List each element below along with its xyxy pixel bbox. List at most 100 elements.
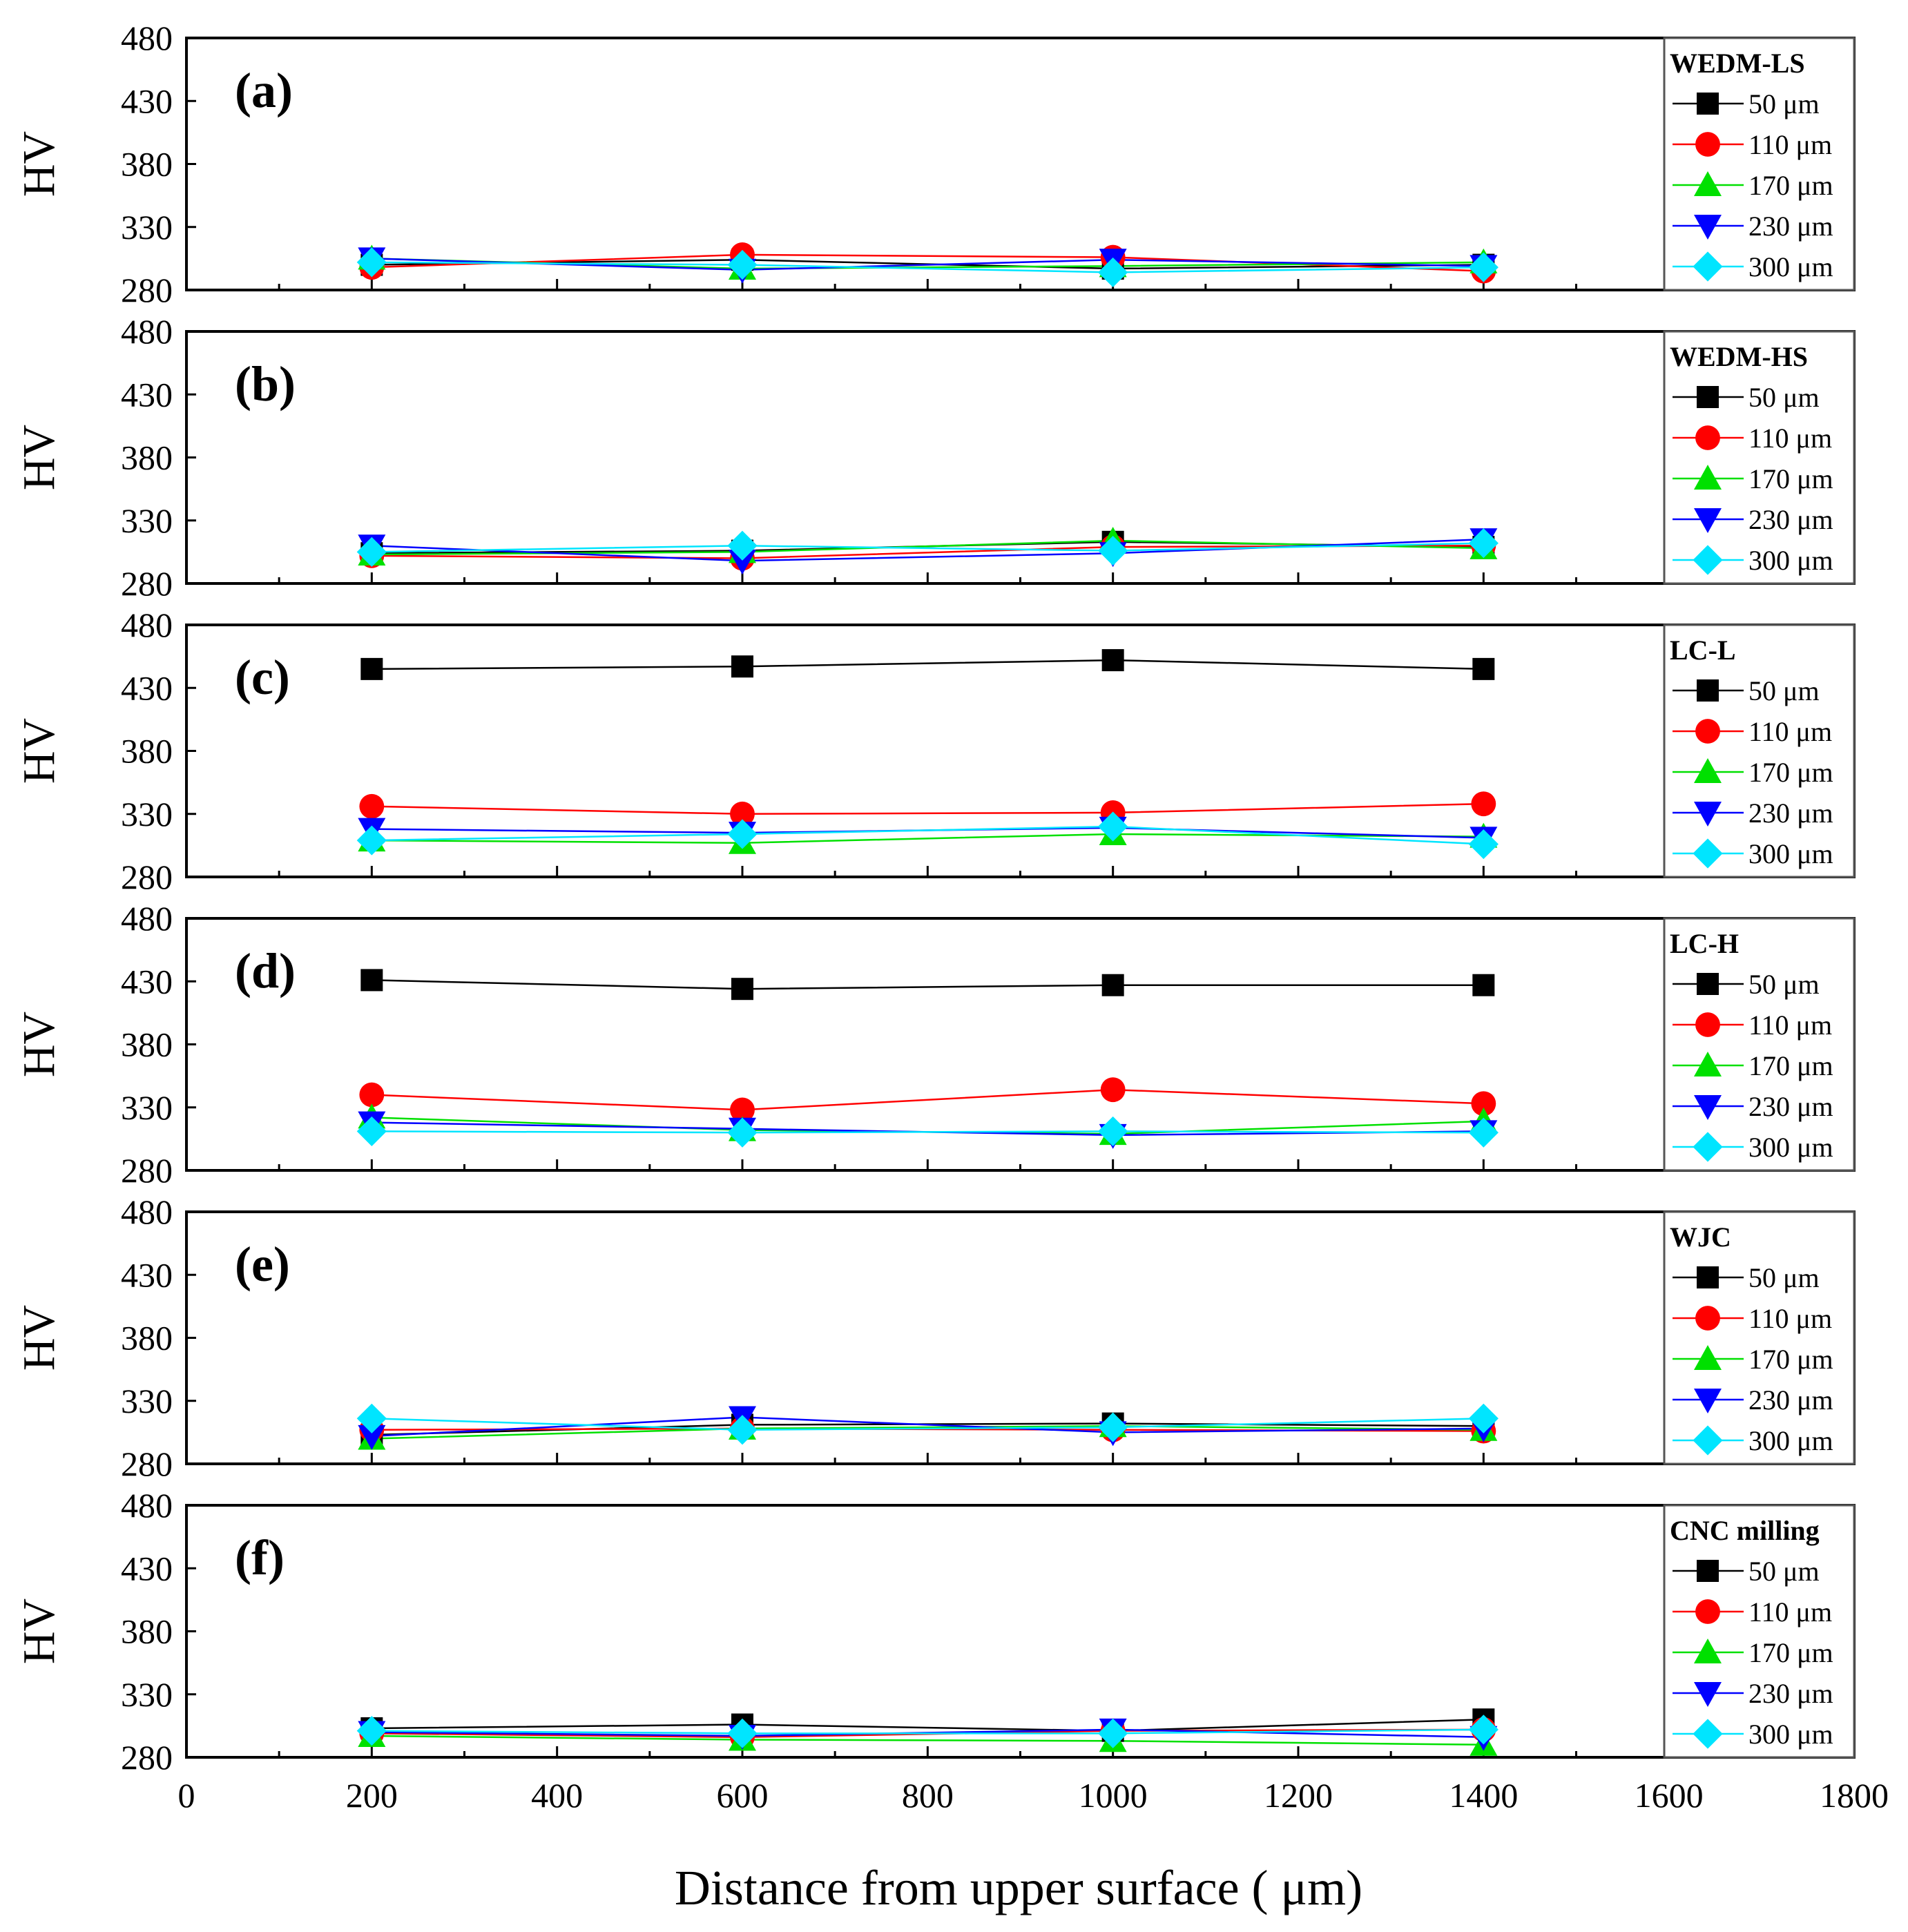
panel-e: 280 330 380 430 480 HV (e) WJC 50 μm 110 μm 170 μm… [14, 1192, 1856, 1483]
panel-a: 280 330 380 430 480 HV (a) WEDM-LS 50 μm 110 μm 17… [14, 19, 1856, 309]
legend-entry-label: 300 μm [1748, 545, 1833, 576]
data-point [1100, 1077, 1126, 1103]
legend-entry-label: 170 μm [1748, 757, 1833, 788]
data-point [731, 978, 753, 1001]
plot-frame [185, 330, 1856, 585]
series-line-2 [372, 802, 1484, 815]
y-tick-label: 330 [121, 1382, 173, 1420]
plot-frame [185, 37, 1856, 291]
legend-marker [1694, 171, 1722, 196]
y-axis-title: HV [14, 1012, 64, 1077]
plot-frame [185, 1504, 1856, 1759]
series-line-4 [372, 1121, 1484, 1137]
data-point [1472, 974, 1495, 996]
panel-label: (c) [235, 650, 290, 705]
legend-title: WEDM-HS [1670, 341, 1808, 372]
legend-entry-label: 230 μm [1748, 1091, 1833, 1122]
legend-box [1663, 330, 1856, 585]
legend-entry-label: 300 μm [1748, 838, 1833, 869]
series-line-5 [372, 542, 1484, 553]
data-point [727, 1718, 758, 1748]
legend-title: LC-H [1670, 928, 1739, 959]
panel-c: 280 330 380 430 480 HV (c) LC-L 50 μm 110 μm 170 μ… [14, 606, 1856, 896]
legend-entry-label: 170 μm [1748, 170, 1833, 201]
legend-entry-label: 50 μm [1748, 88, 1820, 119]
legend-entry-label: 50 μm [1748, 382, 1820, 413]
legend-entry-label: 110 μm [1748, 716, 1832, 747]
data-point [356, 537, 387, 567]
y-tick-label: 280 [121, 858, 173, 896]
x-tick-label: 400 [531, 1776, 583, 1815]
x-tick-label: 1800 [1820, 1776, 1889, 1815]
legend-entry-label: 110 μm [1748, 1303, 1832, 1334]
y-tick-label: 430 [121, 962, 173, 1001]
series-line-5 [372, 261, 1484, 273]
panel-label: (d) [235, 943, 296, 998]
data-point [727, 819, 758, 849]
y-tick-label: 380 [121, 1612, 173, 1651]
data-point [356, 1716, 387, 1746]
legend-box [1663, 624, 1856, 878]
legend-entry-label: 110 μm [1748, 423, 1832, 454]
y-tick-label: 380 [121, 438, 173, 477]
y-tick-label: 430 [121, 668, 173, 707]
data-point [1468, 252, 1499, 282]
legend-marker [1693, 838, 1723, 869]
legend-entry-label: 50 μm [1748, 1556, 1820, 1587]
x-tick-label: 1000 [1079, 1776, 1148, 1815]
data-point [356, 247, 387, 278]
legend-title: LC-L [1670, 635, 1736, 666]
legend-marker [1693, 1425, 1723, 1456]
panel-f: 280 330 380 430 480 HV (f) CNC milling 50 μm 110 … [14, 1486, 1856, 1777]
legend-entry-label: 300 μm [1748, 1132, 1833, 1163]
series-line-1 [372, 979, 1484, 990]
data-point [1101, 974, 1124, 996]
legend-marker [1693, 1719, 1723, 1749]
y-axis-title: HV [14, 131, 64, 197]
y-tick-label: 280 [121, 1151, 173, 1190]
x-tick-label: 200 [346, 1776, 398, 1815]
legend: LC-L 50 μm 110 μm 170 μm 230 μm 300 μm [1663, 624, 1856, 878]
data-point [1098, 811, 1128, 842]
legend-title: CNC milling [1670, 1515, 1820, 1546]
y-tick-label: 280 [121, 1445, 173, 1483]
series-line-3 [372, 1735, 1484, 1746]
data-point [1468, 829, 1499, 860]
y-tick-label: 380 [121, 1319, 173, 1358]
series-line-3 [372, 1424, 1484, 1440]
data-point [727, 1415, 758, 1445]
legend-marker [1697, 679, 1719, 702]
series-line-2 [372, 1088, 1484, 1111]
data-point [1098, 1718, 1128, 1748]
y-tick-label: 330 [121, 795, 173, 833]
legend-marker [1694, 1639, 1722, 1663]
y-tick-label: 430 [121, 1549, 173, 1587]
legend-marker [1697, 386, 1719, 408]
y-tick-label: 430 [121, 375, 173, 414]
legend: LC-H 50 μm 110 μm 170 μm 230 μm 300 μm [1663, 917, 1856, 1172]
series-line-5 [372, 1130, 1484, 1134]
legend-marker [1694, 508, 1722, 533]
legend: WEDM-LS 50 μm 110 μm 170 μm 230 μm 300 μm [1663, 37, 1856, 291]
y-axis-title: HV [14, 718, 64, 784]
y-tick-label: 330 [121, 1088, 173, 1127]
legend: WJC 50 μm 110 μm 170 μm 230 μm 300 μm [1663, 1210, 1856, 1465]
legend-marker [1695, 719, 1720, 744]
y-tick-label: 430 [121, 81, 173, 120]
x-tick-label: 0 [178, 1776, 195, 1815]
legend-marker [1695, 1012, 1720, 1037]
data-point [1472, 657, 1495, 680]
y-tick-label: 480 [121, 1192, 173, 1231]
data-point [360, 969, 383, 992]
panel-label: (b) [235, 356, 296, 412]
x-tick-label: 600 [717, 1776, 769, 1815]
legend: WEDM-HS 50 μm 110 μm 170 μm 230 μm 300 μm [1663, 330, 1856, 585]
y-tick-label: 380 [121, 145, 173, 184]
series-line-1 [372, 1719, 1484, 1732]
data-point [727, 1117, 758, 1148]
legend-marker [1693, 251, 1723, 282]
legend-marker [1694, 465, 1722, 490]
series-line-5 [372, 1728, 1484, 1735]
legend: CNC milling 50 μm 110 μm 170 μm 230 μm 300 μm [1663, 1504, 1856, 1759]
x-axis-title: Distance from upper surface ( μm) [675, 1860, 1362, 1915]
